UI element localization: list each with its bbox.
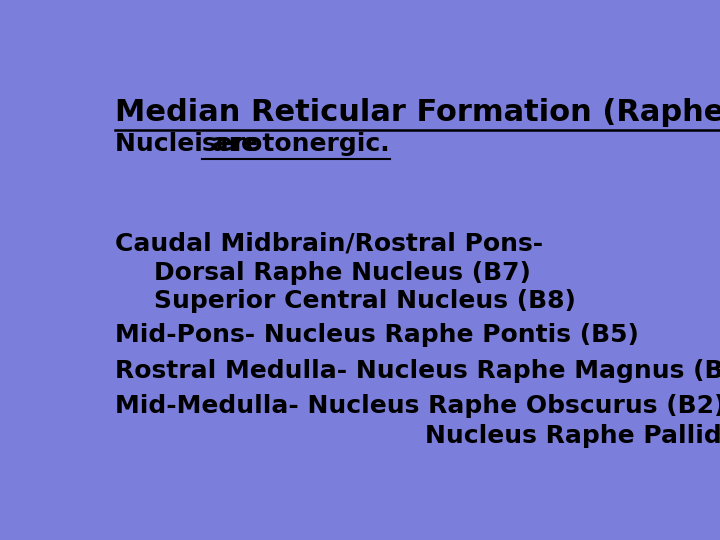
Text: Superior Central Nucleus (B8): Superior Central Nucleus (B8) xyxy=(154,289,576,313)
Text: Nuclei are: Nuclei are xyxy=(115,132,267,156)
Text: Nucleus Raphe Pallidus (B1): Nucleus Raphe Pallidus (B1) xyxy=(425,424,720,448)
Text: Caudal Midbrain/Rostral Pons-: Caudal Midbrain/Rostral Pons- xyxy=(115,231,543,255)
Text: Mid-Medulla- Nucleus Raphe Obscurus (B2): Mid-Medulla- Nucleus Raphe Obscurus (B2) xyxy=(115,394,720,418)
Text: serotonergic.: serotonergic. xyxy=(202,132,390,156)
Text: Rostral Medulla- Nucleus Raphe Magnus (B3): Rostral Medulla- Nucleus Raphe Magnus (B… xyxy=(115,359,720,383)
Text: Dorsal Raphe Nucleus (B7): Dorsal Raphe Nucleus (B7) xyxy=(154,261,531,285)
Text: Mid-Pons- Nucleus Raphe Pontis (B5): Mid-Pons- Nucleus Raphe Pontis (B5) xyxy=(115,323,639,347)
Text: Median Reticular Formation (Raphe): Median Reticular Formation (Raphe) xyxy=(115,98,720,127)
